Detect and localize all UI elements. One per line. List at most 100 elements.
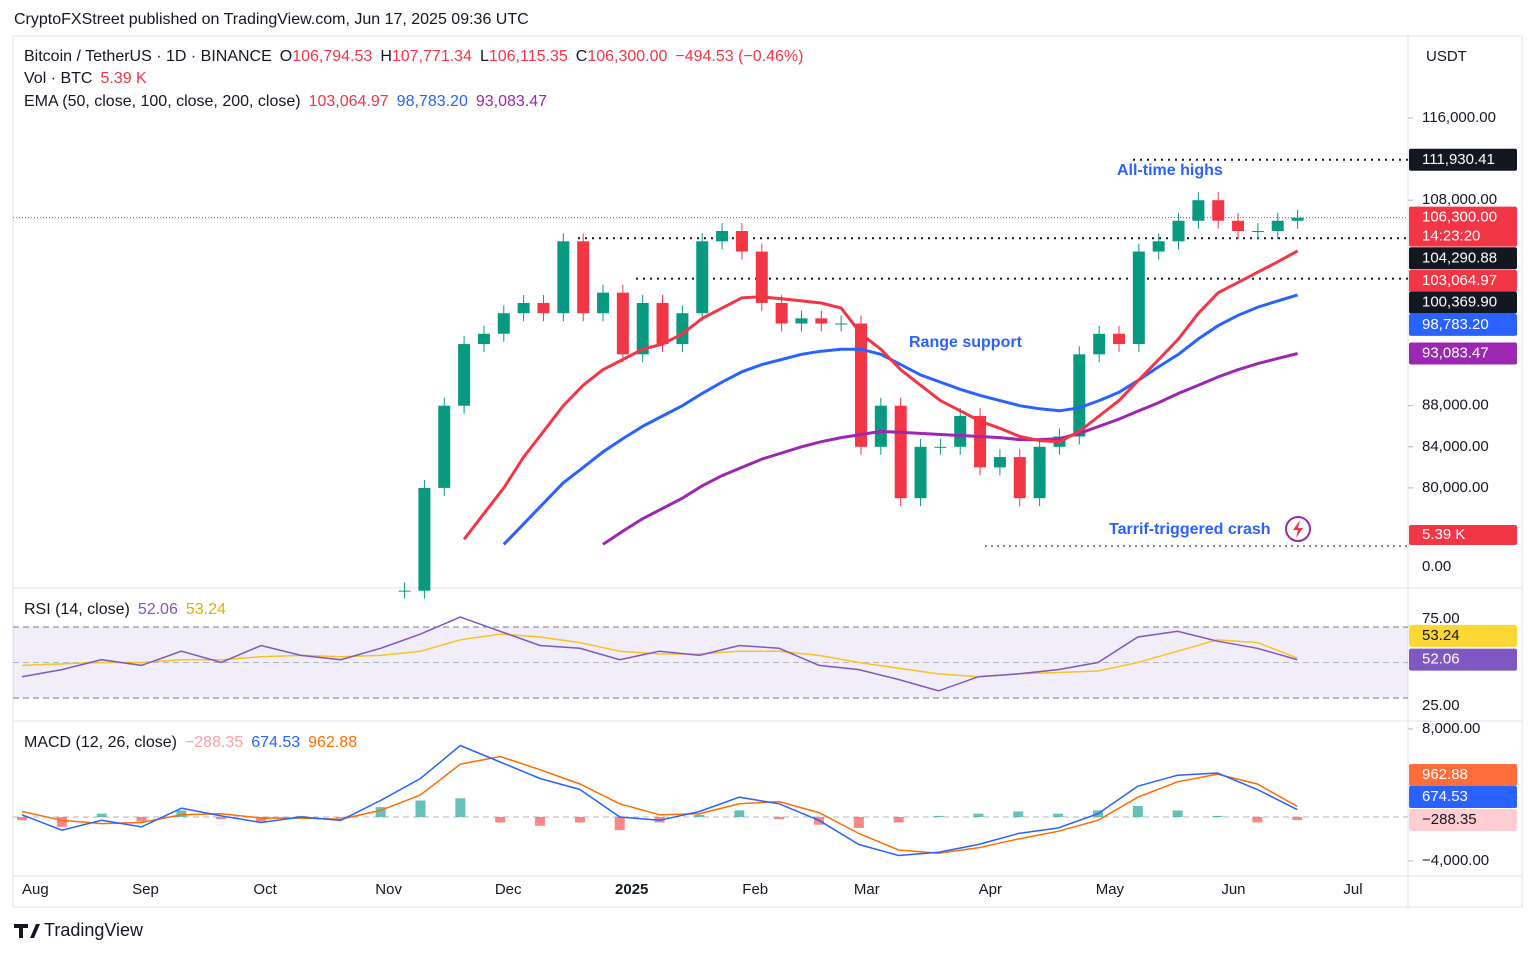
y-tick-label: 84,000.00: [1422, 438, 1489, 455]
candle: [1112, 333, 1125, 345]
legend-text: RSI (14, close): [24, 601, 130, 618]
macd-histogram: [893, 816, 904, 823]
legend-text: L: [480, 48, 489, 65]
candle: [497, 313, 510, 334]
price-badge: [1409, 313, 1517, 336]
price-badge: [1409, 247, 1517, 270]
price-badge-label: −288.35: [1422, 811, 1477, 828]
candle: [855, 323, 868, 447]
macd-histogram: [535, 816, 546, 826]
candle: [775, 302, 788, 324]
candle: [1172, 220, 1185, 242]
legend-text: 103,064.97: [309, 93, 389, 110]
legend-text: 674.53: [251, 734, 300, 751]
price-badge: [1409, 809, 1517, 831]
macd-histogram: [415, 800, 426, 817]
macd-histogram: [17, 816, 27, 821]
x-tick-label: Feb: [742, 881, 768, 898]
macd-histogram: [973, 813, 984, 817]
legend-text: 106,115.35: [489, 48, 568, 65]
candle: [616, 292, 629, 355]
macd-histogram: [335, 816, 346, 819]
candle: [477, 333, 490, 345]
legend-text: EMA (50, close, 100, close, 200, close): [24, 93, 301, 110]
candle: [735, 231, 748, 252]
candle: [914, 446, 927, 499]
legend-text: Bitcoin / TetherUS · 1D · BINANCE: [24, 48, 272, 65]
last-price-label: 106,300.00: [1422, 209, 1497, 226]
candle: [974, 415, 987, 468]
candle: [458, 344, 471, 406]
macd-line: [21, 744, 1298, 857]
candle: [755, 251, 768, 303]
y-tick-label: 88,000.00: [1422, 397, 1489, 414]
y-tick-label: 75.00: [1422, 610, 1460, 627]
candle: [1232, 220, 1245, 232]
candle: [1132, 251, 1145, 345]
x-tick-label: Aug: [22, 881, 49, 898]
candle: [557, 241, 570, 314]
legend-text: C: [576, 48, 588, 65]
candle: [1073, 354, 1086, 437]
macd-histogram: [216, 816, 227, 820]
x-tick-label: May: [1096, 881, 1125, 898]
candle: [597, 292, 610, 314]
chart-frame: [12, 35, 1523, 908]
x-tick-label: Apr: [979, 881, 1002, 898]
volume-axis-label: 0.00: [1422, 558, 1451, 575]
y-tick-label: 108,000.00: [1422, 191, 1497, 208]
y-tick-label: 80,000.00: [1422, 479, 1489, 496]
x-tick-label: Dec: [495, 881, 522, 898]
candle: [537, 302, 550, 314]
macd-histogram: [734, 810, 745, 817]
price-badge: [1409, 148, 1517, 171]
macd-histogram: [1013, 811, 1024, 817]
legend-text: H: [380, 48, 392, 65]
legend-text: 107,771.34: [392, 48, 472, 65]
macd-histogram: [96, 813, 107, 817]
macd-histogram: [853, 816, 864, 828]
macd-histogram: [455, 798, 466, 817]
ema-100: [502, 293, 1299, 546]
price-badge-label: 98,783.20: [1422, 316, 1489, 333]
candle: [1013, 457, 1026, 499]
candle: [1192, 200, 1205, 221]
macd-histogram: [1053, 813, 1064, 817]
price-badge-label: 111,930.41: [1422, 151, 1495, 168]
macd-histogram: [495, 816, 506, 823]
macd-histogram: [375, 807, 386, 817]
price-badge: [1409, 764, 1517, 786]
price-badge-label: 103,064.97: [1422, 272, 1497, 289]
price-badge-label: 5.39 K: [1422, 526, 1465, 543]
currency: USDT: [1426, 48, 1467, 65]
legend-text: 962.88: [308, 734, 357, 751]
price-badge: [1409, 269, 1517, 292]
macd-histogram: [1172, 810, 1183, 817]
x-tick-label: Nov: [375, 881, 402, 898]
annotation: Range support: [909, 334, 1023, 351]
candle: [577, 241, 590, 314]
countdown: 14:23:20: [1422, 228, 1480, 245]
candle: [894, 405, 907, 499]
y-tick-label: −4,000.00: [1422, 852, 1489, 869]
price-badge-label: 962.88: [1422, 766, 1468, 783]
x-tick-label: 2025: [615, 881, 648, 898]
candle: [716, 231, 729, 242]
ema-200: [602, 352, 1298, 546]
crash-icon-bolt: [1293, 520, 1303, 538]
macd-histogram: [1252, 816, 1263, 823]
price-badge-label: 52.06: [1422, 651, 1460, 668]
candle: [835, 323, 848, 325]
candle: [795, 318, 808, 324]
candle: [1033, 446, 1046, 499]
brand-logo: [14, 924, 40, 938]
macd-histogram: [933, 815, 944, 817]
legend-text: 53.24: [186, 601, 226, 618]
macd-histogram: [1132, 805, 1143, 817]
candle: [1212, 200, 1225, 221]
macd-signal: [21, 755, 1298, 855]
candle: [993, 457, 1006, 468]
candle: [1152, 241, 1165, 252]
legend-text: 106,794.53: [292, 48, 372, 65]
macd-histogram: [1292, 816, 1303, 821]
